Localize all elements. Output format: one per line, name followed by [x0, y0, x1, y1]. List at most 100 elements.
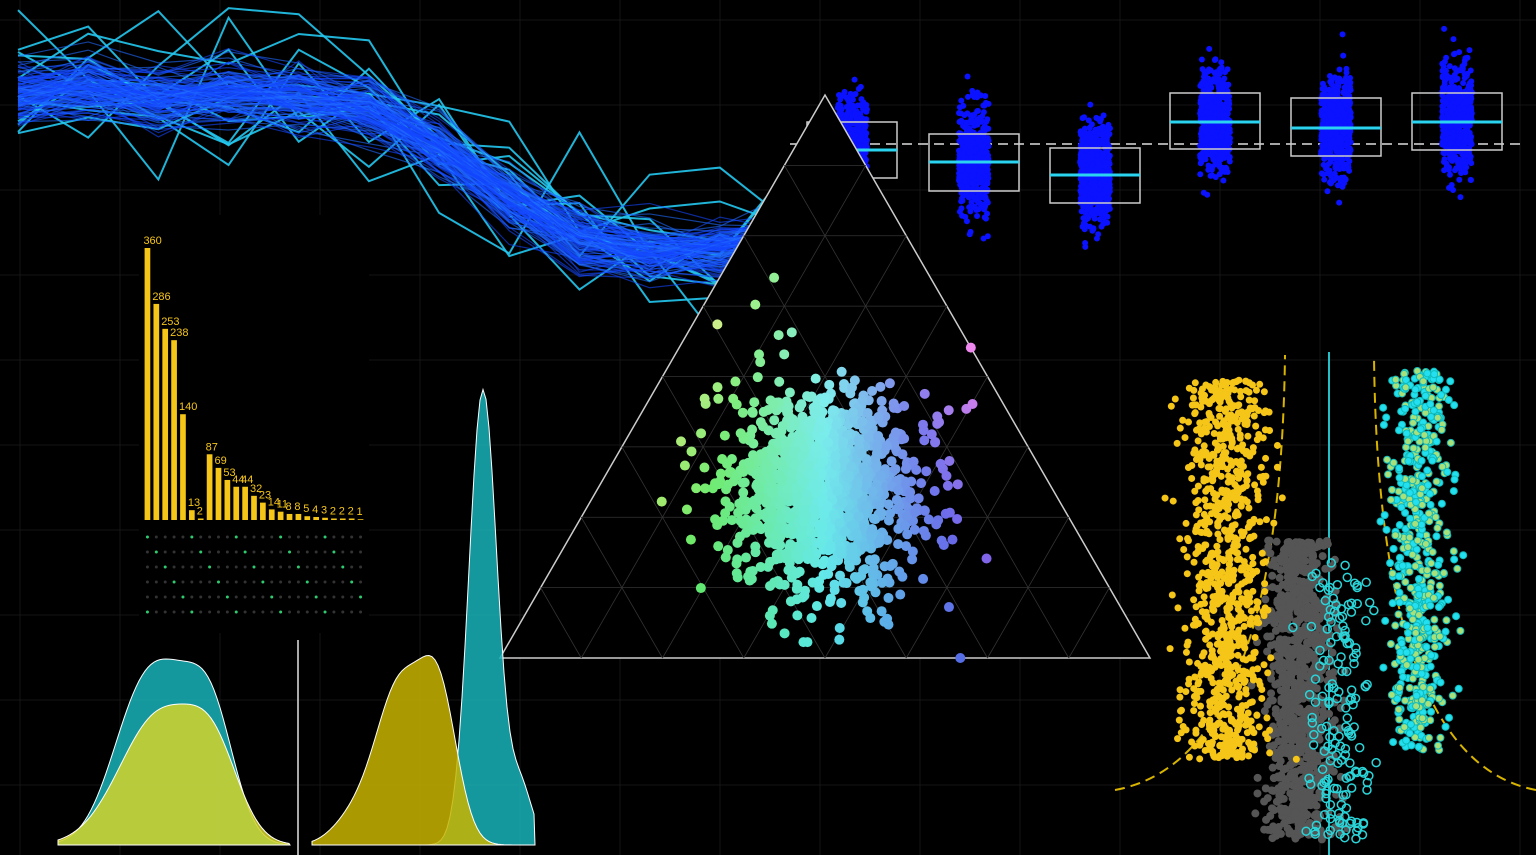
jitter-point [1342, 161, 1349, 168]
jitter-point [1205, 66, 1212, 73]
ternary-point [685, 534, 696, 545]
ternary-point [770, 530, 781, 541]
jitter-point [1209, 172, 1216, 179]
ternary-point [763, 521, 774, 532]
ternary-point [859, 465, 870, 476]
jitter-point [843, 111, 850, 118]
jitter-point [967, 228, 974, 235]
jitter-point [971, 162, 978, 169]
jitter-point [861, 124, 868, 131]
ternary-point [935, 458, 946, 469]
jitter-point [1343, 65, 1350, 72]
volcano-gray [1285, 826, 1294, 835]
profile-line [17, 79, 791, 245]
ternary-point [965, 342, 976, 353]
jitter-point [855, 85, 862, 92]
ternary-point [822, 500, 833, 511]
ternary-point [885, 560, 896, 571]
jitter-point [1223, 138, 1230, 145]
ternary-point [942, 480, 953, 491]
jitter-point [1221, 104, 1228, 111]
jitter-point [1208, 126, 1215, 133]
profile-line [17, 61, 791, 255]
profile-line [17, 79, 791, 227]
jitter-point [980, 102, 987, 109]
jitter-point [1106, 205, 1113, 212]
jitter-point [962, 171, 969, 178]
jitter-point [1467, 176, 1474, 183]
ternary-point [853, 435, 864, 446]
ternary-point [847, 550, 858, 561]
ternary-point [899, 433, 910, 444]
jitter-point [1462, 99, 1469, 106]
jitter-point [1322, 98, 1329, 105]
jitter-point [1095, 231, 1102, 238]
ternary-point [699, 462, 710, 473]
ternary-point [731, 399, 742, 410]
jitter-point [850, 92, 857, 99]
jitter-point [1198, 151, 1205, 158]
ternary-point [884, 378, 895, 389]
ternary-point [740, 552, 751, 563]
jitter-point [852, 111, 859, 118]
ternary-point [981, 553, 992, 564]
ternary-point [846, 382, 857, 393]
ternary-point [842, 511, 853, 522]
jitter-point [1085, 117, 1092, 124]
jitter-point [1085, 185, 1092, 192]
jitter-point [850, 105, 857, 112]
jitter-point [863, 106, 870, 113]
ternary-point [738, 496, 749, 507]
ternary-point [919, 505, 930, 516]
jitter-point [1340, 89, 1347, 96]
jitter-point [1457, 194, 1464, 201]
jitter-point [1105, 168, 1112, 175]
profile-line [17, 77, 791, 250]
jitter-point [1340, 129, 1347, 136]
ternary-point [817, 559, 828, 570]
jitter-point [1468, 160, 1475, 167]
ternary-point [779, 628, 790, 639]
ternary-point [876, 396, 887, 407]
profile-line [17, 100, 791, 271]
ternary-point [737, 407, 748, 418]
jitter-point [1465, 107, 1472, 114]
ternary-point [825, 540, 836, 551]
jitter-point [1078, 208, 1085, 215]
ternary-point [811, 601, 822, 612]
jitter-point [974, 212, 981, 219]
jitter-point [1441, 58, 1448, 65]
jitter-point [1084, 214, 1091, 221]
jitter-point [958, 183, 965, 190]
ternary-point [809, 504, 820, 515]
jitter-point [964, 73, 971, 80]
ternary-point [789, 417, 800, 428]
ternary-point [770, 428, 781, 439]
jitter-point [967, 112, 974, 119]
ternary-point [869, 554, 880, 565]
ternary-point [853, 511, 864, 522]
ternary-point [893, 485, 904, 496]
jitter-point [982, 173, 989, 180]
ternary-point [837, 497, 848, 508]
ternary-point [852, 479, 863, 490]
ternary-point [760, 466, 771, 477]
ternary-point [768, 398, 779, 409]
jitter-point [1441, 140, 1448, 147]
jitter-point [956, 138, 963, 145]
jitter-point [977, 167, 984, 174]
jitter-point [1447, 135, 1454, 142]
ternary-point [755, 417, 766, 428]
ternary-point [712, 520, 723, 531]
jitter-point [1448, 181, 1455, 188]
ternary-point [773, 330, 784, 341]
jitter-point [1345, 147, 1352, 154]
jitter-point [1330, 153, 1337, 160]
jitter-point [856, 122, 863, 129]
jitter-point [1097, 192, 1104, 199]
jitter-point [1206, 45, 1213, 52]
volcano-gray [1325, 669, 1334, 678]
jitter-point [1339, 105, 1346, 112]
ternary-point [776, 475, 787, 486]
jitter-point [1202, 129, 1209, 136]
